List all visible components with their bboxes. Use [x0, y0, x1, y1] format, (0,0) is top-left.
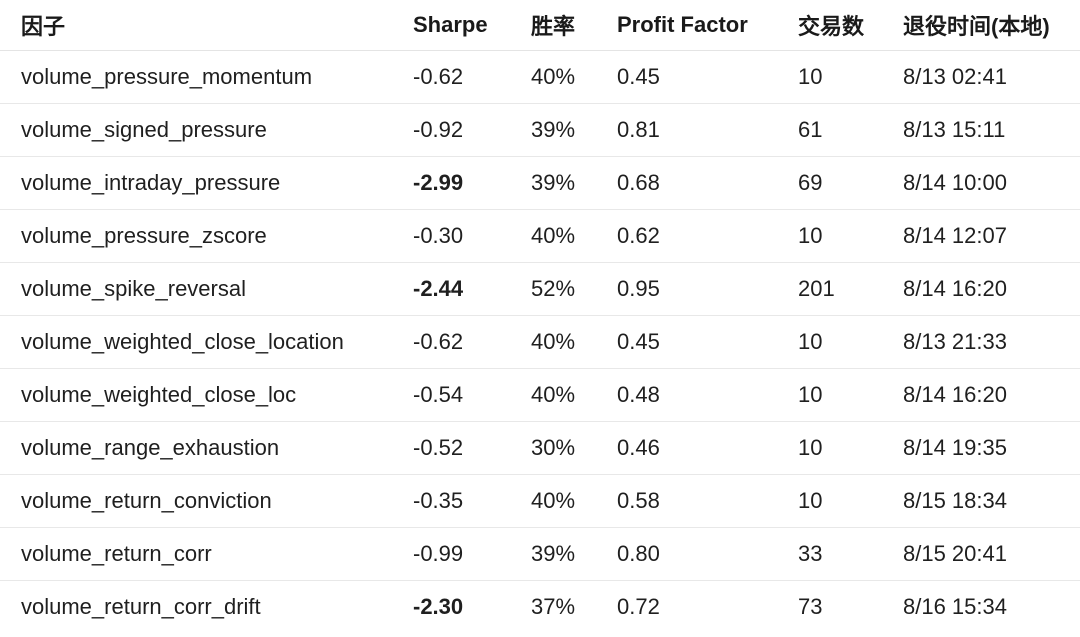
- cell-factor-name: volume_return_corr: [21, 541, 212, 566]
- cell-factor-name: volume_pressure_momentum: [21, 64, 313, 89]
- cell-trades: 10: [798, 223, 823, 248]
- table-row: volume_signed_pressure -0.92 39% 0.81 61 8/13…: [0, 104, 1080, 157]
- cell-sharpe: -0.30: [413, 223, 464, 248]
- cell-win-rate: 40%: [531, 64, 576, 89]
- cell-retire-time: 8/13 21:33: [903, 329, 1007, 354]
- cell-profit-factor: 0.48: [617, 382, 660, 407]
- cell-profit-factor: 0.80: [617, 541, 660, 566]
- cell-win-rate: 39%: [531, 541, 576, 566]
- cell-profit-factor: 0.81: [617, 117, 660, 142]
- cell-trades: 10: [798, 329, 823, 354]
- cell-win-rate: 40%: [531, 488, 576, 513]
- cell-factor-name: volume_intraday_pressure: [21, 170, 281, 195]
- table-row: volume_spike_reversal -2.44 52% 0.95 201 8/14…: [0, 263, 1080, 316]
- cell-trades: 10: [798, 64, 823, 89]
- cell-factor-name: volume_weighted_close_loc: [21, 382, 297, 407]
- cell-win-rate: 39%: [531, 170, 576, 195]
- cell-sharpe: -0.92: [413, 117, 464, 142]
- cell-trades: 201: [798, 276, 835, 301]
- cell-win-rate: 40%: [531, 329, 576, 354]
- table-header-row: 因子 Sharpe 胜率 Profit Factor 交易数 退役时间(本地): [0, 0, 1080, 51]
- cell-retire-time: 8/15 20:41: [903, 541, 1007, 566]
- cell-trades: 10: [798, 488, 823, 513]
- cell-sharpe: -0.54: [413, 382, 464, 407]
- table-row: volume_return_corr -0.99 39% 0.80 33 8/15 20:…: [0, 528, 1080, 581]
- cell-profit-factor: 0.72: [617, 594, 660, 619]
- table-row: volume_weighted_close_loc -0.54 40% 0.48 10 8…: [0, 369, 1080, 422]
- table-row: volume_return_corr_drift -2.30 37% 0.72 73 8/…: [0, 581, 1080, 633]
- cell-trades: 73: [798, 594, 823, 619]
- cell-retire-time: 8/15 18:34: [903, 488, 1007, 513]
- cell-retire-time: 8/14 12:07: [903, 223, 1007, 248]
- cell-profit-factor: 0.68: [617, 170, 660, 195]
- cell-factor-name: volume_return_conviction: [21, 488, 272, 513]
- table-row: volume_pressure_momentum -0.62 40% 0.45 10 8/…: [0, 51, 1080, 104]
- cell-retire-time: 8/14 16:20: [903, 276, 1007, 301]
- cell-sharpe: -0.52: [413, 435, 464, 460]
- cell-retire-time: 8/13 15:11: [903, 117, 1006, 142]
- cell-factor-name: volume_weighted_close_location: [21, 329, 344, 354]
- header-retire-time[interactable]: 退役时间(本地): [903, 14, 1050, 39]
- cell-sharpe: -0.62: [413, 329, 464, 354]
- cell-retire-time: 8/14 10:00: [903, 170, 1007, 195]
- header-trades[interactable]: 交易数: [798, 14, 865, 39]
- cell-sharpe: -0.99: [413, 541, 464, 566]
- cell-factor-name: volume_range_exhaustion: [21, 435, 280, 460]
- cell-win-rate: 40%: [531, 382, 576, 407]
- cell-retire-time: 8/14 19:35: [903, 435, 1007, 460]
- header-factor[interactable]: 因子: [21, 14, 66, 39]
- cell-win-rate: 37%: [531, 594, 576, 619]
- cell-profit-factor: 0.95: [617, 276, 660, 301]
- cell-trades: 33: [798, 541, 823, 566]
- cell-retire-time: 8/16 15:34: [903, 594, 1007, 619]
- cell-profit-factor: 0.45: [617, 329, 660, 354]
- cell-trades: 61: [798, 117, 823, 142]
- cell-sharpe: -2.44: [413, 276, 464, 301]
- table-body: volume_pressure_momentum -0.62 40% 0.45 10 8/…: [0, 51, 1080, 633]
- cell-profit-factor: 0.45: [617, 64, 660, 89]
- cell-trades: 10: [798, 435, 823, 460]
- cell-win-rate: 40%: [531, 223, 576, 248]
- cell-factor-name: volume_spike_reversal: [21, 276, 246, 301]
- table-row: volume_weighted_close_location -0.62 40% 0.…: [0, 316, 1080, 369]
- cell-win-rate: 39%: [531, 117, 576, 142]
- cell-sharpe: -2.30: [413, 594, 464, 619]
- cell-factor-name: volume_pressure_zscore: [21, 223, 267, 248]
- table-row: volume_return_conviction -0.35 40% 0.58 10 8/…: [0, 475, 1080, 528]
- cell-sharpe: -0.35: [413, 488, 464, 513]
- table-row: volume_intraday_pressure -2.99 39% 0.68 69 8/…: [0, 157, 1080, 210]
- cell-profit-factor: 0.46: [617, 435, 660, 460]
- cell-trades: 69: [798, 170, 823, 195]
- header-win-rate[interactable]: 胜率: [531, 14, 576, 39]
- cell-win-rate: 52%: [531, 276, 576, 301]
- cell-retire-time: 8/13 02:41: [903, 64, 1007, 89]
- cell-trades: 10: [798, 382, 823, 407]
- cell-profit-factor: 0.62: [617, 223, 660, 248]
- cell-win-rate: 30%: [531, 435, 576, 460]
- cell-retire-time: 8/14 16:20: [903, 382, 1007, 407]
- header-profit-factor[interactable]: Profit Factor: [617, 12, 748, 37]
- cell-sharpe: -0.62: [413, 64, 464, 89]
- table-row: volume_range_exhaustion -0.52 30% 0.46 10 8/1…: [0, 422, 1080, 475]
- cell-factor-name: volume_signed_pressure: [21, 117, 267, 142]
- cell-profit-factor: 0.58: [617, 488, 660, 513]
- table-row: volume_pressure_zscore -0.30 40% 0.62 10 8/14…: [0, 210, 1080, 263]
- cell-factor-name: volume_return_corr_drift: [21, 594, 261, 619]
- header-sharpe[interactable]: Sharpe: [413, 12, 488, 37]
- cell-sharpe: -2.99: [413, 170, 464, 195]
